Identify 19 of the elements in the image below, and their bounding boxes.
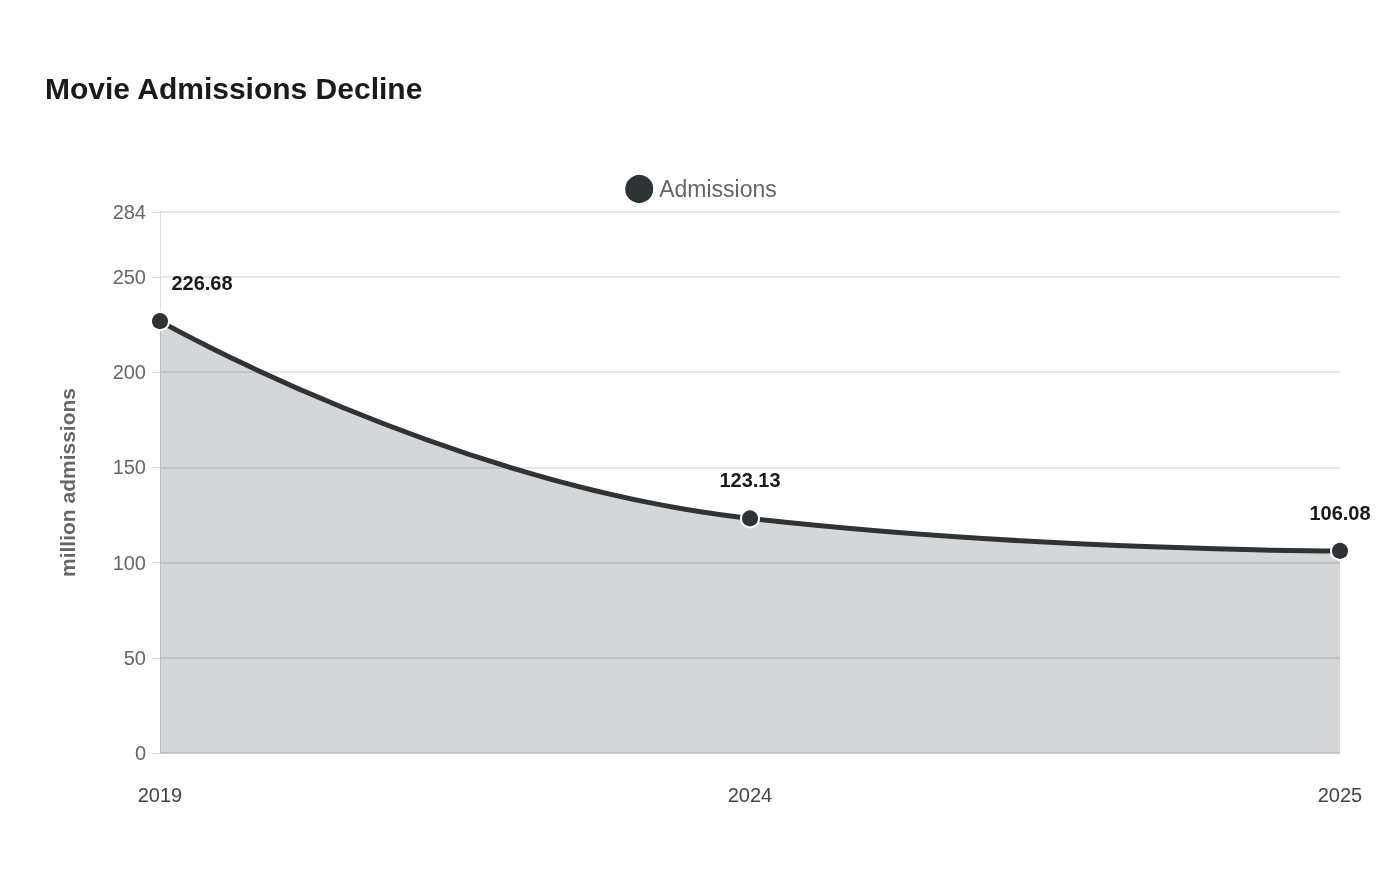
point <box>150 311 170 332</box>
y-tick-label: 50 <box>123 646 146 669</box>
y-tick-label: 100 <box>112 551 146 574</box>
y-axis-title: million admissions <box>56 387 79 578</box>
legend-label: Admissions <box>659 176 777 202</box>
y-tick-label: 150 <box>112 456 146 479</box>
x-tick-label: 2024 <box>727 784 773 806</box>
x-tick-label: 2019 <box>137 784 183 806</box>
x-tick-label: 2025 <box>1317 784 1363 806</box>
y-tick-label: 200 <box>112 361 146 384</box>
data-label: 123.13 <box>719 469 781 492</box>
point <box>1330 540 1350 561</box>
y-tick-label: 0 <box>134 742 146 764</box>
y-tick-label: 284 <box>112 201 146 223</box>
data-label: 106.08 <box>1309 501 1371 524</box>
point <box>740 508 760 529</box>
y-tick-label: 250 <box>112 265 146 288</box>
data-label: 226.68 <box>171 272 233 295</box>
chart-title: Movie Admissions Decline <box>45 71 423 105</box>
